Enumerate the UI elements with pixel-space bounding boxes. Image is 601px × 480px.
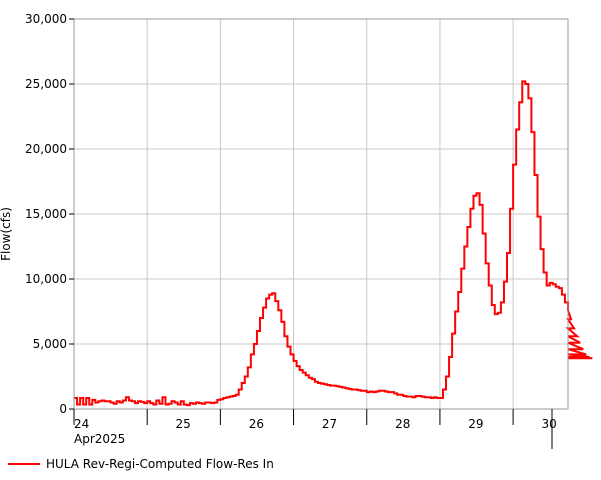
series-line — [74, 80, 593, 407]
y-tick-label: 20,000 — [25, 142, 67, 156]
y-axis-label: Flow(cfs) — [0, 207, 13, 261]
legend: HULA Rev-Regi-Computed Flow-Res In — [8, 457, 274, 471]
legend-label: HULA Rev-Regi-Computed Flow-Res In — [46, 457, 274, 471]
y-axis-ticks: 0 5,000 10,000 15,000 20,000 25,000 30,000 — [25, 12, 74, 416]
x-tick-label: 29 — [468, 417, 483, 431]
y-tick-label: 0 — [59, 402, 67, 416]
y-tick-label: 15,000 — [25, 207, 67, 221]
x-tick-label: 26 — [249, 417, 264, 431]
x-tick-label: 27 — [322, 417, 337, 431]
plot-area — [74, 80, 593, 407]
y-tick-label: 30,000 — [25, 12, 67, 26]
grid — [74, 18, 568, 410]
y-tick-label: 25,000 — [25, 77, 67, 91]
x-tick-label: 24 — [74, 417, 89, 431]
x-axis-ticks: 24 25 26 27 28 29 30 — [73, 409, 557, 449]
y-tick-label: 10,000 — [25, 272, 67, 286]
x-month-label: Apr2025 — [74, 432, 125, 446]
x-tick-label: 28 — [395, 417, 410, 431]
x-tick-label: 25 — [176, 417, 191, 431]
x-tick-label: 30 — [541, 417, 556, 431]
y-tick-label: 5,000 — [33, 337, 67, 351]
